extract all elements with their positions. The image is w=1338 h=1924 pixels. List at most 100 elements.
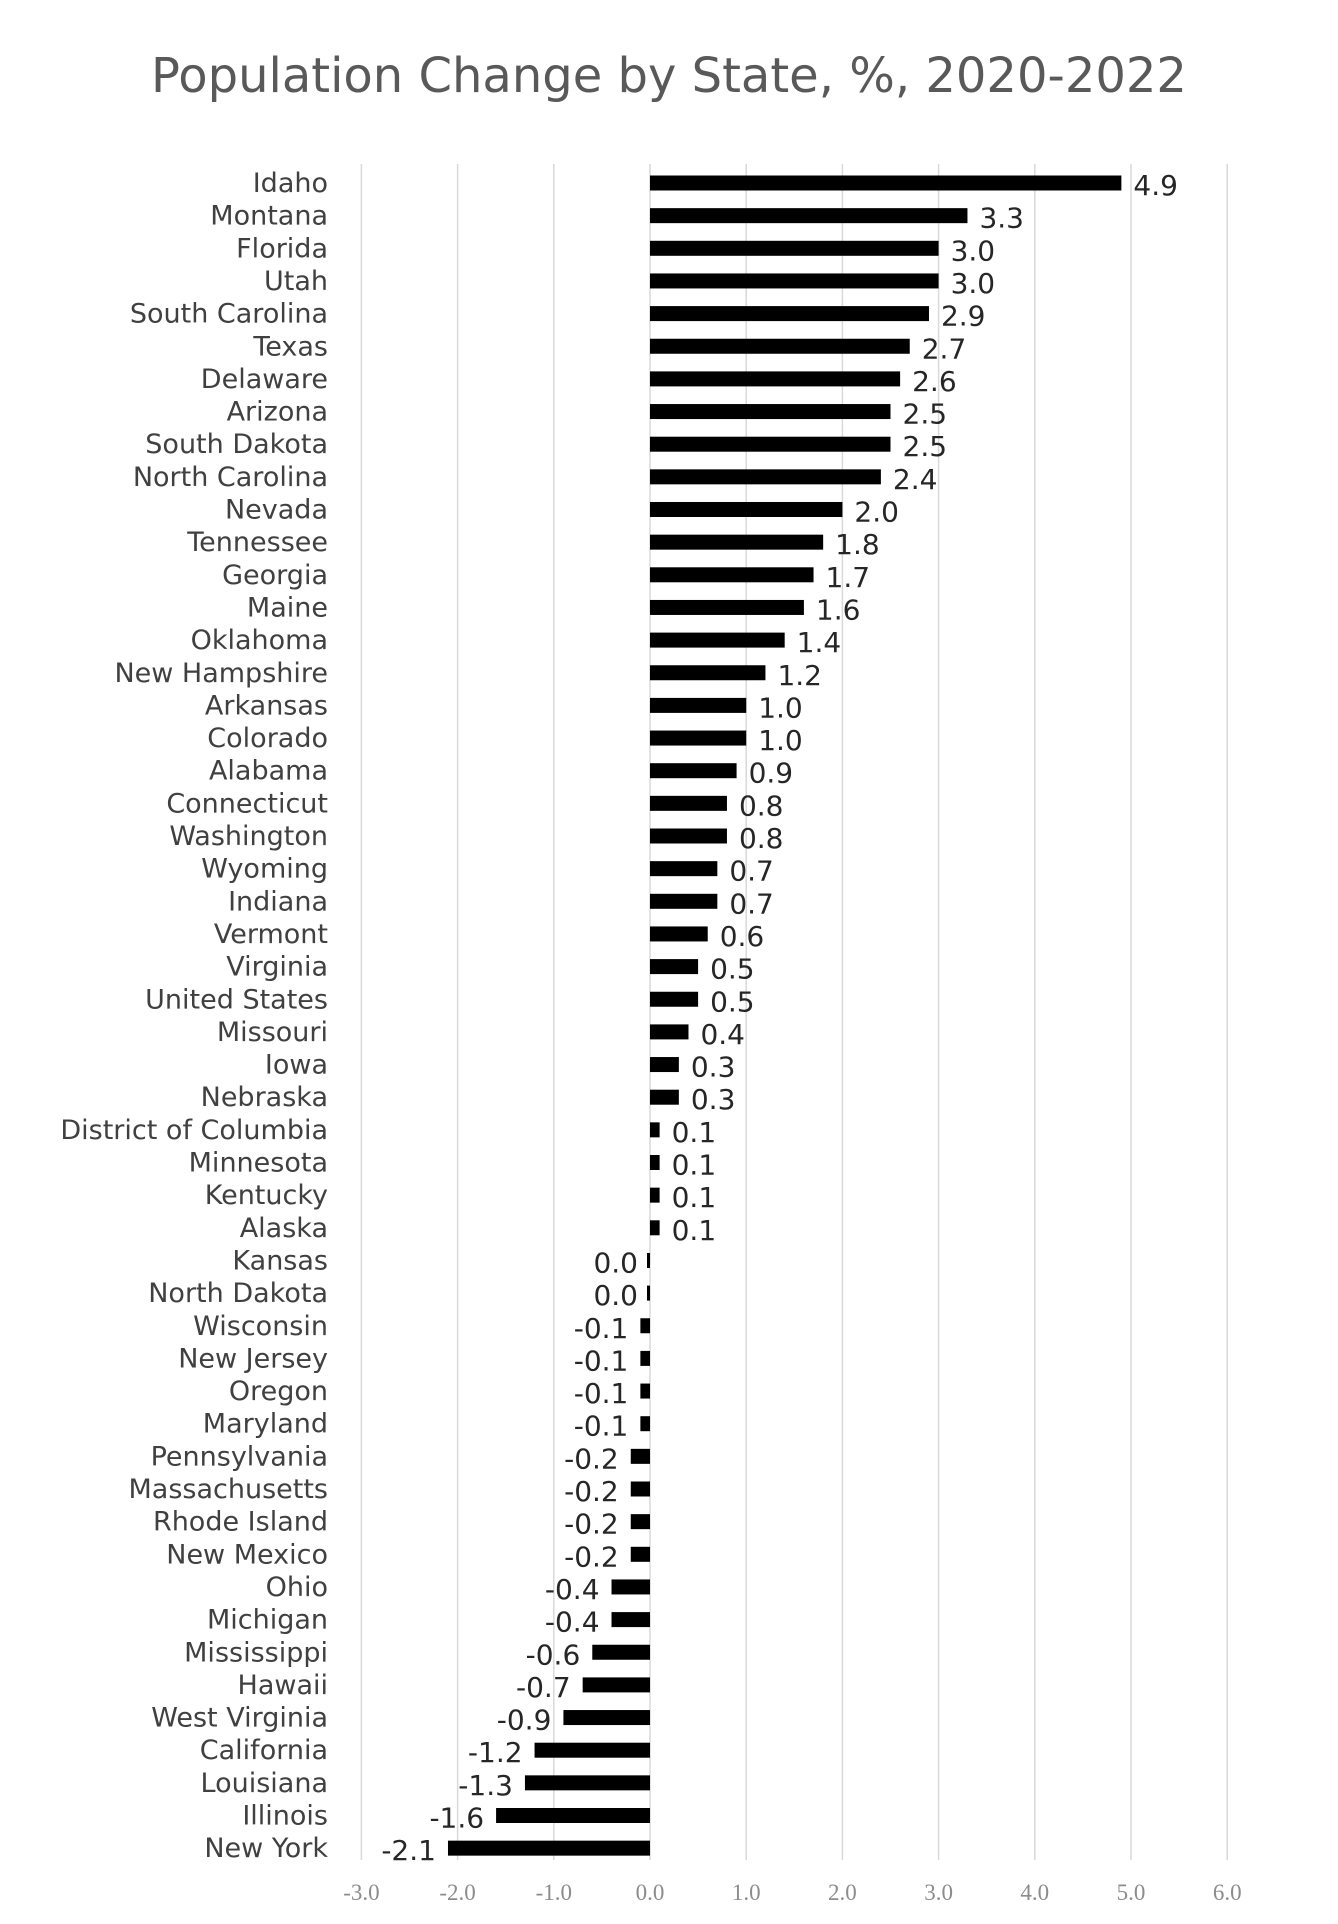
category-label: Rhode Island xyxy=(153,1507,328,1538)
x-tick-label: 3.0 xyxy=(924,1880,953,1905)
bar xyxy=(650,534,824,550)
category-label: Wisconsin xyxy=(193,1311,328,1342)
category-label: Indiana xyxy=(228,886,328,917)
bar xyxy=(650,240,939,256)
category-label: West Virginia xyxy=(151,1703,328,1734)
value-label: 4.9 xyxy=(1133,169,1178,202)
value-label: 0.7 xyxy=(729,887,774,920)
category-label: North Carolina xyxy=(133,462,328,493)
value-label: 1.7 xyxy=(826,561,871,594)
bar xyxy=(640,1318,650,1334)
value-label: -0.2 xyxy=(564,1508,619,1541)
category-label: Idaho xyxy=(253,168,328,199)
category-label: Florida xyxy=(236,233,328,264)
bar xyxy=(650,1155,660,1170)
x-tick-label: 2.0 xyxy=(828,1880,857,1905)
value-label: -0.2 xyxy=(564,1540,619,1573)
bar xyxy=(650,665,766,681)
value-label: -0.4 xyxy=(545,1573,600,1606)
value-label: 0.5 xyxy=(710,953,755,986)
bar xyxy=(650,273,939,289)
chart-title: Population Change by State, %, 2020-2022 xyxy=(151,48,1187,104)
category-label: Alaska xyxy=(240,1213,328,1244)
category-label: Maine xyxy=(247,592,328,623)
bar xyxy=(650,1220,660,1236)
category-label: New Hampshire xyxy=(114,658,328,689)
value-label: -0.6 xyxy=(526,1638,581,1671)
value-label: -1.3 xyxy=(458,1769,513,1802)
bar xyxy=(650,1024,689,1040)
category-label: Virginia xyxy=(226,952,328,983)
value-label: 2.5 xyxy=(903,430,948,463)
bar xyxy=(611,1579,650,1595)
category-label: Delaware xyxy=(201,364,328,395)
x-axis-tick-labels: -3.0 -2.0 -1.0 0.0 1.0 2.0 3.0 4.0 5.0 6.0 xyxy=(343,1880,1241,1905)
category-label: New Mexico xyxy=(166,1539,328,1570)
bar xyxy=(630,1514,650,1530)
value-label: 1.8 xyxy=(835,528,880,561)
value-label: 0.6 xyxy=(720,920,765,953)
bar xyxy=(640,1350,650,1366)
category-label: South Dakota xyxy=(145,429,328,460)
bar xyxy=(496,1808,650,1823)
bar xyxy=(650,926,708,942)
value-label: 0.8 xyxy=(739,822,784,855)
value-label: 0.1 xyxy=(672,1214,717,1247)
x-tick-label: 6.0 xyxy=(1213,1880,1242,1905)
bar xyxy=(650,861,718,877)
value-label: -0.2 xyxy=(564,1475,619,1508)
x-tick-label: -3.0 xyxy=(343,1880,379,1905)
x-tick-label: 0.0 xyxy=(636,1880,665,1905)
bar xyxy=(650,208,968,224)
category-label: Wyoming xyxy=(201,854,328,885)
bar xyxy=(650,1057,679,1073)
bar xyxy=(640,1416,650,1432)
bar xyxy=(650,991,699,1007)
value-label: 1.0 xyxy=(758,724,803,757)
value-label: 1.2 xyxy=(777,659,822,692)
bar xyxy=(650,306,929,322)
bar xyxy=(640,1383,650,1399)
category-label: Minnesota xyxy=(189,1148,328,1179)
category-label: Oregon xyxy=(229,1376,328,1407)
category-label: New York xyxy=(204,1833,328,1864)
value-label: 0.3 xyxy=(691,1051,736,1084)
bar xyxy=(592,1644,650,1660)
value-label: -2.1 xyxy=(381,1834,436,1867)
category-label: Connecticut xyxy=(166,788,328,819)
bar xyxy=(650,632,785,648)
value-label: 1.4 xyxy=(797,626,842,659)
category-label: Louisiana xyxy=(201,1768,328,1799)
value-label: 0.5 xyxy=(710,985,755,1018)
bar xyxy=(650,338,910,354)
category-label: Texas xyxy=(252,331,328,362)
bar xyxy=(650,567,814,583)
category-label: Utah xyxy=(264,266,328,297)
category-label: Oklahoma xyxy=(191,625,328,656)
bar xyxy=(563,1710,650,1726)
bar xyxy=(650,763,737,779)
value-label: -0.4 xyxy=(545,1606,600,1639)
category-label: Tennessee xyxy=(186,527,328,558)
category-label: North Dakota xyxy=(148,1278,328,1309)
category-label: District of Columbia xyxy=(60,1115,328,1146)
category-label: Iowa xyxy=(265,1050,328,1081)
bar xyxy=(647,1252,650,1268)
value-label: -0.1 xyxy=(574,1377,629,1410)
value-label: 0.1 xyxy=(672,1181,717,1214)
value-label: 0.3 xyxy=(691,1083,736,1116)
value-label: -0.2 xyxy=(564,1442,619,1475)
value-label: -0.7 xyxy=(516,1671,571,1704)
value-label: 2.9 xyxy=(941,300,986,333)
value-label: 2.5 xyxy=(903,398,948,431)
bar xyxy=(650,371,901,387)
value-label: 0.1 xyxy=(672,1149,717,1182)
category-label: South Carolina xyxy=(130,299,328,330)
bar xyxy=(650,175,1122,191)
bar xyxy=(630,1481,650,1497)
bar xyxy=(650,599,804,615)
category-label: Washington xyxy=(169,821,328,852)
bar xyxy=(582,1677,650,1693)
